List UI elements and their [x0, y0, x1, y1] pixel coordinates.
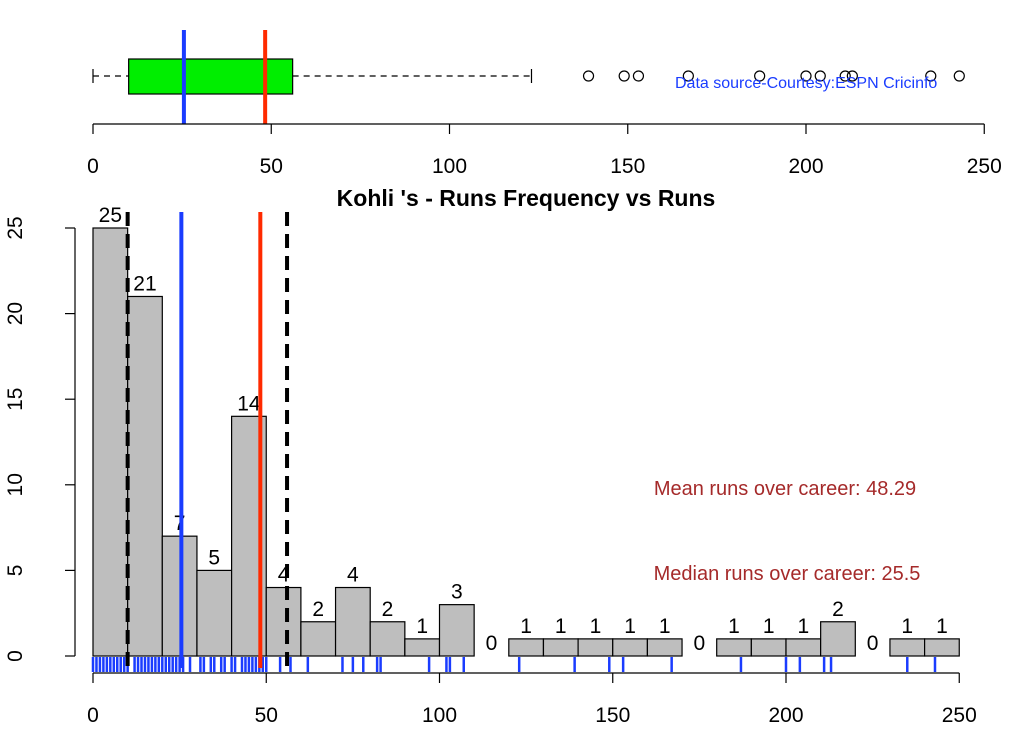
boxplot-x-tick-label: 150: [610, 155, 645, 178]
histogram-bar: [369, 621, 406, 657]
bar-count-label: 2: [832, 598, 844, 621]
histogram-bar: [300, 621, 337, 657]
bar-count-label: 2: [312, 598, 324, 621]
histogram-bar: [889, 638, 926, 657]
data-source-annotation: Data source-Courtesy:ESPN Cricinfo: [675, 75, 937, 92]
histogram-bar: [265, 586, 302, 657]
boxplot-x-tick-label: 250: [967, 155, 1002, 178]
histogram-bar: [508, 638, 545, 657]
histogram-bar: [196, 569, 233, 657]
outlier-point: [953, 70, 965, 82]
histogram-x-tick-label: 50: [255, 704, 278, 727]
bar-count-label: 1: [520, 615, 532, 638]
bar-count-label: 25: [99, 204, 122, 227]
histogram-bar: [334, 586, 371, 657]
histogram-bar: [923, 638, 960, 657]
boxplot-marks: [92, 30, 965, 124]
bar-count-label: 4: [347, 564, 359, 587]
histogram-bar: [92, 227, 129, 657]
bar-count-label: 5: [208, 546, 220, 569]
histogram-x-tick-label: 0: [87, 704, 99, 727]
bar-count-label: 1: [763, 615, 775, 638]
histogram-bar: [646, 638, 683, 657]
histogram-bar: [542, 638, 579, 657]
histogram-bar: [612, 638, 649, 657]
bar-count-label: 1: [624, 615, 636, 638]
histogram-y-tick-label: 10: [4, 473, 27, 496]
bar-count-label: 3: [451, 581, 463, 604]
bar-count-label: 1: [590, 615, 602, 638]
histogram-bar: [785, 638, 822, 657]
histogram-panel: Kohli 's - Runs Frequency vs Runs 252175…: [4, 185, 977, 727]
bar-count-label: 1: [728, 615, 740, 638]
histogram-y-tick-label: 5: [4, 565, 27, 577]
histogram-x-tick-label: 100: [422, 704, 457, 727]
boxplot-panel: 0 50 100 150 200 250 Data source-Courtesy:ESP…: [87, 30, 1002, 178]
reference-lines: [125, 212, 290, 668]
histogram-bar: [577, 638, 614, 657]
bar-count-label: 1: [901, 615, 913, 638]
outlier-point: [682, 70, 694, 82]
outlier-point: [839, 70, 851, 82]
bar-count-label: 0: [867, 632, 879, 655]
outlier-point: [618, 70, 630, 82]
histogram-y-tick-label: 25: [4, 216, 27, 239]
histogram-bar: [438, 604, 475, 657]
histogram-bar: [127, 295, 163, 657]
rug-marks: [91, 657, 937, 672]
histogram-x-axis: 0 50 100 150 200 250: [87, 672, 977, 727]
histogram-y-tick-label: 20: [4, 302, 27, 325]
boxplot-x-tick-label: 50: [260, 155, 283, 178]
histogram-y-tick-label: 0: [4, 650, 27, 662]
outlier-point: [846, 70, 858, 82]
mean-annotation: Mean runs over career: 48.29: [654, 478, 916, 500]
histogram-x-tick-label: 150: [595, 704, 630, 727]
boxplot-x-axis: 0 50 100 150 200 250: [87, 123, 1002, 178]
outlier-point: [754, 70, 766, 82]
chart-title: Kohli 's - Runs Frequency vs Runs: [337, 185, 716, 211]
bar-count-label: 1: [797, 615, 809, 638]
bar-count-label: 2: [382, 598, 394, 621]
histogram-bar: [716, 638, 752, 657]
bar-count-label: 21: [133, 272, 156, 295]
histogram-bar-labels: 2521751442421301111101112011: [99, 204, 948, 655]
outlier-point: [814, 70, 826, 82]
boxplot-x-tick-label: 100: [432, 155, 467, 178]
median-annotation: Median runs over career: 25.5: [654, 563, 921, 585]
boxplot-x-tick-label: 200: [788, 155, 823, 178]
bar-count-label: 14: [237, 392, 261, 415]
outlier-point: [632, 70, 645, 82]
boxplot-x-tick-label: 0: [87, 155, 99, 178]
outlier-point: [800, 70, 812, 82]
histogram-bars: [92, 227, 960, 657]
bar-count-label: 0: [486, 632, 498, 655]
bar-count-label: 0: [694, 632, 706, 655]
histogram-y-axis: 0 5 10 15 20 25: [4, 216, 76, 662]
histogram-bar: [750, 638, 787, 657]
iqr-box: [128, 58, 294, 95]
histogram-y-tick-label: 15: [4, 388, 27, 411]
outlier-point: [582, 70, 595, 82]
histogram-bar: [404, 638, 441, 657]
bar-count-label: 1: [936, 615, 948, 638]
histogram-x-tick-label: 250: [942, 704, 977, 727]
bar-count-label: 1: [416, 615, 428, 638]
histogram-bar: [820, 621, 856, 657]
bar-count-label: 1: [659, 615, 671, 638]
histogram-x-tick-label: 200: [768, 704, 803, 727]
outlier-point: [925, 70, 937, 82]
bar-count-label: 1: [555, 615, 567, 638]
